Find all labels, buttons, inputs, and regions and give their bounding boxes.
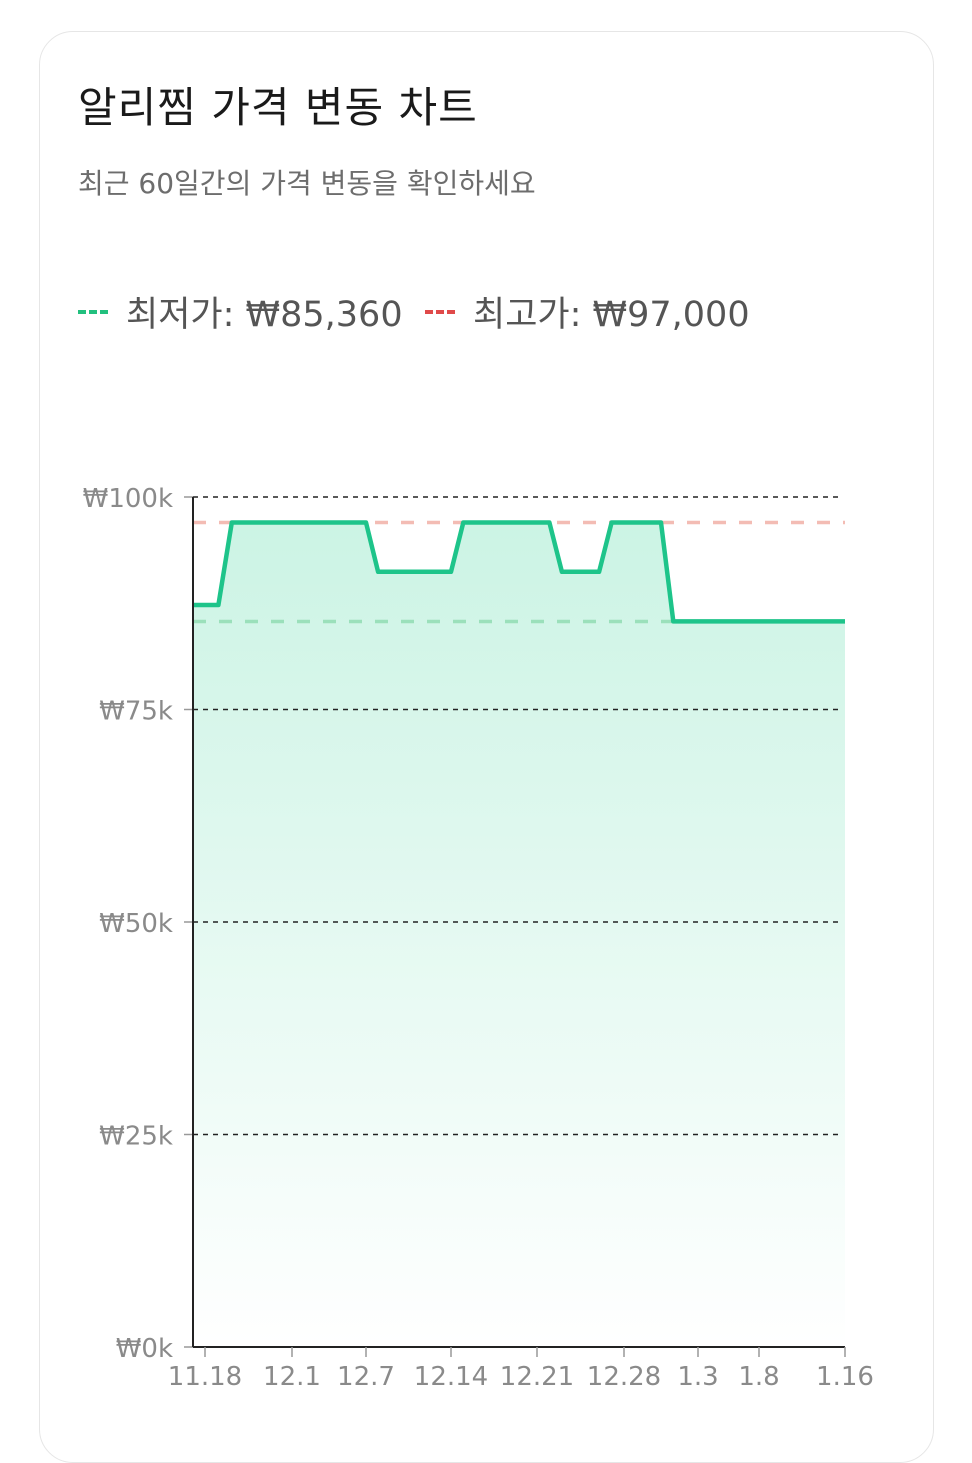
x-tick-label: 1.16 [816, 1362, 874, 1392]
y-tick-label: ₩50k [99, 909, 173, 939]
legend-highest-price: 최고가: ₩97,000 [425, 286, 750, 337]
price-area-fill [193, 522, 845, 1347]
legend-lowest-price: 최저가: ₩85,360 [78, 286, 403, 337]
x-tick-label: 11.18 [168, 1362, 242, 1392]
legend-dash-icon [425, 309, 455, 314]
x-tick-label: 12.14 [414, 1362, 488, 1392]
legend-label: 최저가: ₩85,360 [126, 295, 403, 335]
price-chart: ₩0k ₩25k ₩50k ₩75k ₩100k 11.18 12.1 12.7 12.14 12… [83, 484, 874, 1392]
x-tick-label: 1.8 [738, 1362, 779, 1392]
legend-dash-icon [78, 309, 108, 314]
x-tick-label: 12.1 [263, 1362, 321, 1392]
x-tick-label: 12.28 [587, 1362, 661, 1392]
y-tick-label: ₩100k [83, 484, 173, 514]
legend-label: 최고가: ₩97,000 [473, 295, 750, 335]
card-subtitle: 최근 60일간의 가격 변동을 확인하세요 [78, 167, 536, 200]
y-tick-label: ₩0k [116, 1334, 173, 1364]
y-tick-label: ₩25k [99, 1122, 173, 1152]
price-line [193, 520, 845, 624]
x-tick-label: 1.3 [677, 1362, 718, 1392]
x-tick-label: 12.7 [337, 1362, 395, 1392]
y-tick-label: ₩75k [99, 697, 173, 727]
card-title: 알리찜 가격 변동 차트 [78, 83, 478, 132]
x-tick-label: 12.21 [500, 1362, 574, 1392]
